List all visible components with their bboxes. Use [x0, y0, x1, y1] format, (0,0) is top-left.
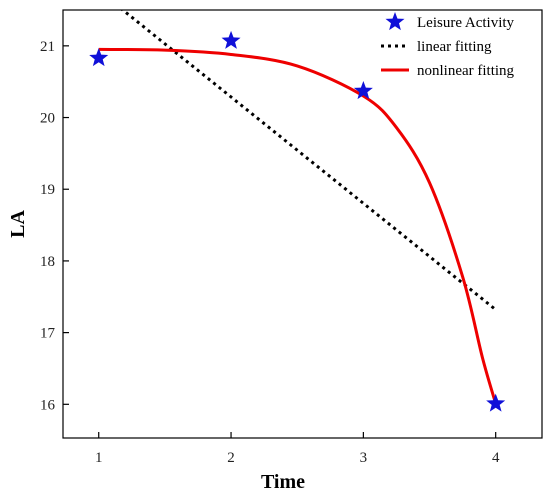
data-point-star — [486, 393, 506, 412]
y-tick-label: 18 — [40, 254, 55, 270]
y-tick-label: 17 — [40, 326, 56, 342]
x-tick-label: 4 — [492, 450, 500, 466]
y-axis-title: LA — [7, 210, 29, 238]
legend-label: Leisure Activity — [417, 15, 515, 31]
legend: Leisure Activity linear fitting nonlinear … — [381, 12, 515, 79]
x-tick-label: 3 — [360, 450, 368, 466]
data-point-star — [221, 30, 241, 49]
plot-frame — [62, 9, 543, 439]
x-tick-label: 1 — [95, 450, 103, 466]
y-tick-label: 16 — [40, 397, 56, 413]
series-layer — [98, 10, 498, 405]
linear-fit-line — [120, 10, 497, 311]
legend-star-marker — [385, 12, 405, 31]
legend-label: linear fitting — [417, 39, 492, 55]
x-tick-label: 2 — [227, 450, 235, 466]
ticks-layer: 1 2 3 4 16 17 18 19 20 21 — [40, 39, 500, 466]
x-axis-title: Time — [261, 471, 305, 493]
y-tick-label: 19 — [40, 182, 55, 198]
nonlinear-fit-curve — [98, 47, 498, 405]
legend-label: nonlinear fitting — [417, 63, 515, 79]
y-tick-label: 20 — [40, 111, 55, 127]
data-point-star — [353, 81, 373, 100]
data-point-star — [89, 48, 109, 67]
y-tick-label: 21 — [40, 39, 55, 55]
